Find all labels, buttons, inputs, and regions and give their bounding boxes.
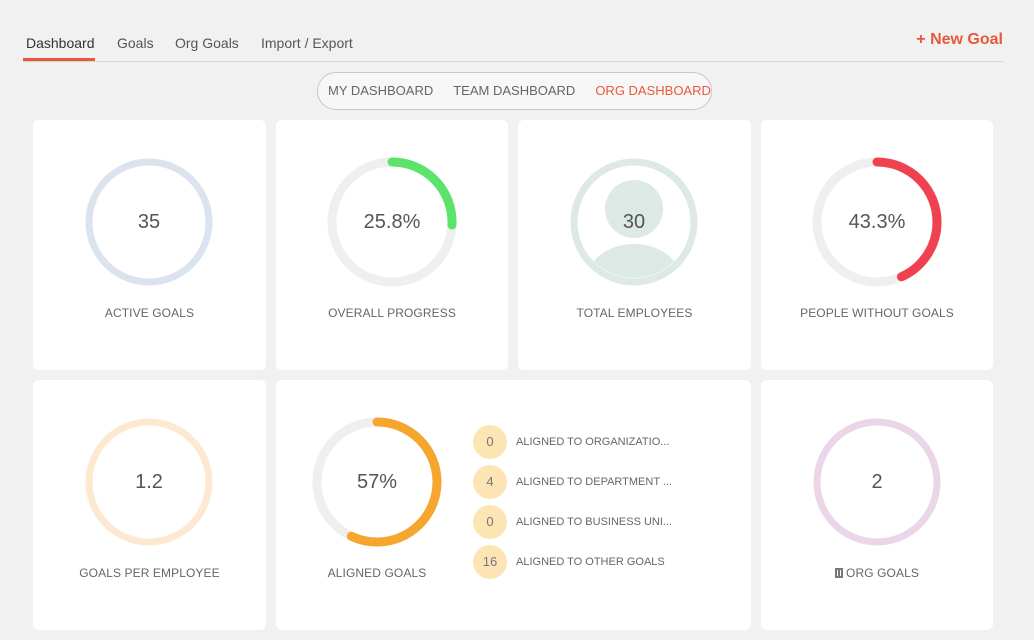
overall-progress-ring: 25.8% — [327, 157, 457, 287]
team-dashboard-button[interactable]: TEAM DASHBOARD — [453, 83, 576, 98]
org-goals-label-row: ORG GOALS — [761, 566, 993, 580]
my-dashboard-button[interactable]: MY DASHBOARD — [328, 83, 434, 98]
progress-arc — [312, 417, 442, 547]
total-employees-label: TOTAL EMPLOYEES — [576, 306, 693, 320]
breakdown-label: ALIGNED TO ORGANIZATIO... — [516, 436, 670, 448]
progress-arc — [327, 157, 457, 287]
people-without-goals-value: 43.3% — [848, 211, 906, 233]
goals-per-employee-card[interactable]: 1.2 GOALS PER EMPLOYEE — [33, 380, 266, 630]
overall-progress-label: OVERALL PROGRESS — [328, 306, 456, 320]
total-employees-card[interactable]: 30 TOTAL EMPLOYEES — [518, 120, 751, 370]
total-employees-ring: 30 — [569, 157, 699, 287]
people-without-goals-card[interactable]: 43.3% PEOPLE WITHOUT GOALS — [761, 120, 993, 370]
active-goals-label: ACTIVE GOALS — [104, 306, 195, 320]
aligned-goals-ring: 57% — [312, 417, 442, 547]
ring-track — [85, 418, 213, 546]
building-icon — [835, 568, 844, 578]
aligned-breakdown-row[interactable]: 0 ALIGNED TO ORGANIZATIO... — [473, 425, 676, 459]
org-goals-label: ORG GOALS — [846, 566, 919, 580]
count-badge: 16 — [473, 545, 507, 579]
org-goals-card[interactable]: 2 ORG GOALS — [761, 380, 993, 630]
new-goal-button[interactable]: + New Goal — [916, 31, 1003, 48]
top-nav: Dashboard Goals Org Goals Import / Expor… — [23, 28, 1003, 62]
goals-per-employee-label: GOALS PER EMPLOYEE — [79, 566, 220, 580]
org-dashboard-button[interactable]: ORG DASHBOARD — [595, 83, 711, 98]
goals-per-employee-ring: 1.2 — [84, 417, 214, 547]
people-without-goals-label: PEOPLE WITHOUT GOALS — [800, 306, 954, 320]
org-goals-value: 2 — [871, 471, 883, 493]
ring-track — [570, 158, 698, 286]
aligned-goals-label: ALIGNED GOALS — [327, 566, 427, 580]
breakdown-label: ALIGNED TO OTHER GOALS — [516, 556, 665, 568]
tab-import-export[interactable]: Import / Export — [261, 35, 353, 51]
count-badge: 4 — [473, 465, 507, 499]
tab-dashboard[interactable]: Dashboard — [26, 35, 95, 51]
tab-org-goals[interactable]: Org Goals — [175, 35, 239, 51]
overall-progress-value: 25.8% — [363, 211, 421, 233]
aligned-breakdown-row[interactable]: 0 ALIGNED TO BUSINESS UNI... — [473, 505, 676, 539]
goals-per-employee-value: 1.2 — [135, 471, 163, 493]
active-tab-indicator — [23, 58, 95, 61]
org-goals-ring: 2 — [812, 417, 942, 547]
people-without-goals-ring: 43.3% — [812, 157, 942, 287]
dashboard-switcher: MY DASHBOARD TEAM DASHBOARD ORG DASHBOAR… — [317, 72, 712, 110]
ring-track — [85, 158, 213, 286]
tab-goals[interactable]: Goals — [117, 35, 154, 51]
aligned-goals-value: 57% — [356, 471, 398, 493]
person-icon — [586, 180, 682, 278]
breakdown-label: ALIGNED TO DEPARTMENT ... — [516, 476, 673, 488]
active-goals-ring: 35 — [84, 157, 214, 287]
count-badge: 0 — [473, 425, 507, 459]
breakdown-label: ALIGNED TO BUSINESS UNI... — [516, 516, 673, 528]
count-badge: 0 — [473, 505, 507, 539]
active-goals-value: 35 — [137, 211, 161, 233]
aligned-breakdown-row[interactable]: 16 ALIGNED TO OTHER GOALS — [473, 545, 676, 579]
aligned-breakdown-row[interactable]: 4 ALIGNED TO DEPARTMENT ... — [473, 465, 676, 499]
ring-track — [813, 418, 941, 546]
aligned-goals-card[interactable]: 57% ALIGNED GOALS 0 ALIGNED TO ORGANIZAT… — [276, 380, 751, 630]
overall-progress-card[interactable]: 25.8% OVERALL PROGRESS — [276, 120, 508, 370]
active-goals-card[interactable]: 35 ACTIVE GOALS — [33, 120, 266, 370]
progress-arc — [812, 157, 942, 287]
total-employees-value: 30 — [622, 211, 646, 233]
